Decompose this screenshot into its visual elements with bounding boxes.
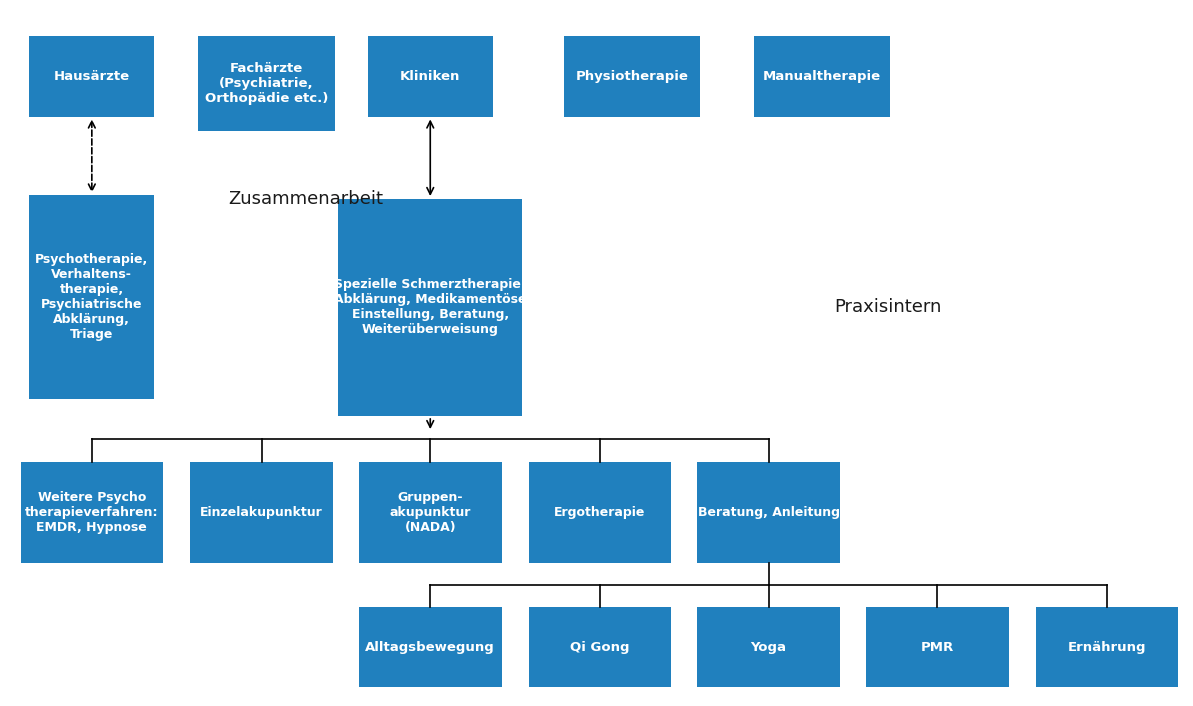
Text: Gruppen-
akupunktur
(NADA): Gruppen- akupunktur (NADA) bbox=[390, 491, 471, 534]
FancyBboxPatch shape bbox=[20, 462, 163, 563]
Text: Praxisintern: Praxisintern bbox=[834, 299, 941, 316]
FancyBboxPatch shape bbox=[698, 462, 840, 563]
FancyBboxPatch shape bbox=[866, 607, 1008, 688]
Text: Physiotherapie: Physiotherapie bbox=[576, 70, 688, 83]
FancyBboxPatch shape bbox=[359, 462, 501, 563]
FancyBboxPatch shape bbox=[359, 607, 501, 688]
FancyBboxPatch shape bbox=[528, 607, 672, 688]
Text: Psychotherapie,
Verhaltens-
therapie,
Psychiatrische
Abklärung,
Triage: Psychotherapie, Verhaltens- therapie, Ps… bbox=[36, 253, 148, 341]
Text: Qi Gong: Qi Gong bbox=[570, 640, 630, 654]
FancyBboxPatch shape bbox=[528, 462, 672, 563]
FancyBboxPatch shape bbox=[339, 199, 523, 416]
FancyBboxPatch shape bbox=[754, 36, 890, 116]
FancyBboxPatch shape bbox=[1036, 607, 1179, 688]
Text: Spezielle Schmerztherapie:
Abklärung, Medikamentöse
Einstellung, Beratung,
Weite: Spezielle Schmerztherapie: Abklärung, Me… bbox=[334, 278, 526, 337]
Text: PMR: PMR bbox=[921, 640, 954, 654]
Text: Manualtherapie: Manualtherapie bbox=[764, 70, 882, 83]
Text: Weitere Psycho
therapieverfahren:
EMDR, Hypnose: Weitere Psycho therapieverfahren: EMDR, … bbox=[25, 491, 159, 534]
FancyBboxPatch shape bbox=[30, 196, 154, 398]
Text: Hausärzte: Hausärzte bbox=[54, 70, 130, 83]
Text: Beratung, Anleitung: Beratung, Anleitung bbox=[698, 506, 840, 519]
Text: Alltagsbewegung: Alltagsbewegung bbox=[365, 640, 495, 654]
Text: Ergotherapie: Ergotherapie bbox=[555, 506, 645, 519]
FancyBboxPatch shape bbox=[198, 36, 335, 131]
FancyBboxPatch shape bbox=[698, 607, 840, 688]
Text: Einzelakupunktur: Einzelakupunktur bbox=[200, 506, 323, 519]
FancyBboxPatch shape bbox=[191, 462, 333, 563]
Text: Yoga: Yoga bbox=[750, 640, 786, 654]
FancyBboxPatch shape bbox=[564, 36, 700, 116]
Text: Kliniken: Kliniken bbox=[400, 70, 460, 83]
Text: Zusammenarbeit: Zusammenarbeit bbox=[228, 190, 383, 208]
FancyBboxPatch shape bbox=[30, 36, 154, 116]
Text: Ernährung: Ernährung bbox=[1068, 640, 1146, 654]
Text: Fachärzte
(Psychiatrie,
Orthopädie etc.): Fachärzte (Psychiatrie, Orthopädie etc.) bbox=[205, 62, 328, 104]
FancyBboxPatch shape bbox=[367, 36, 493, 116]
